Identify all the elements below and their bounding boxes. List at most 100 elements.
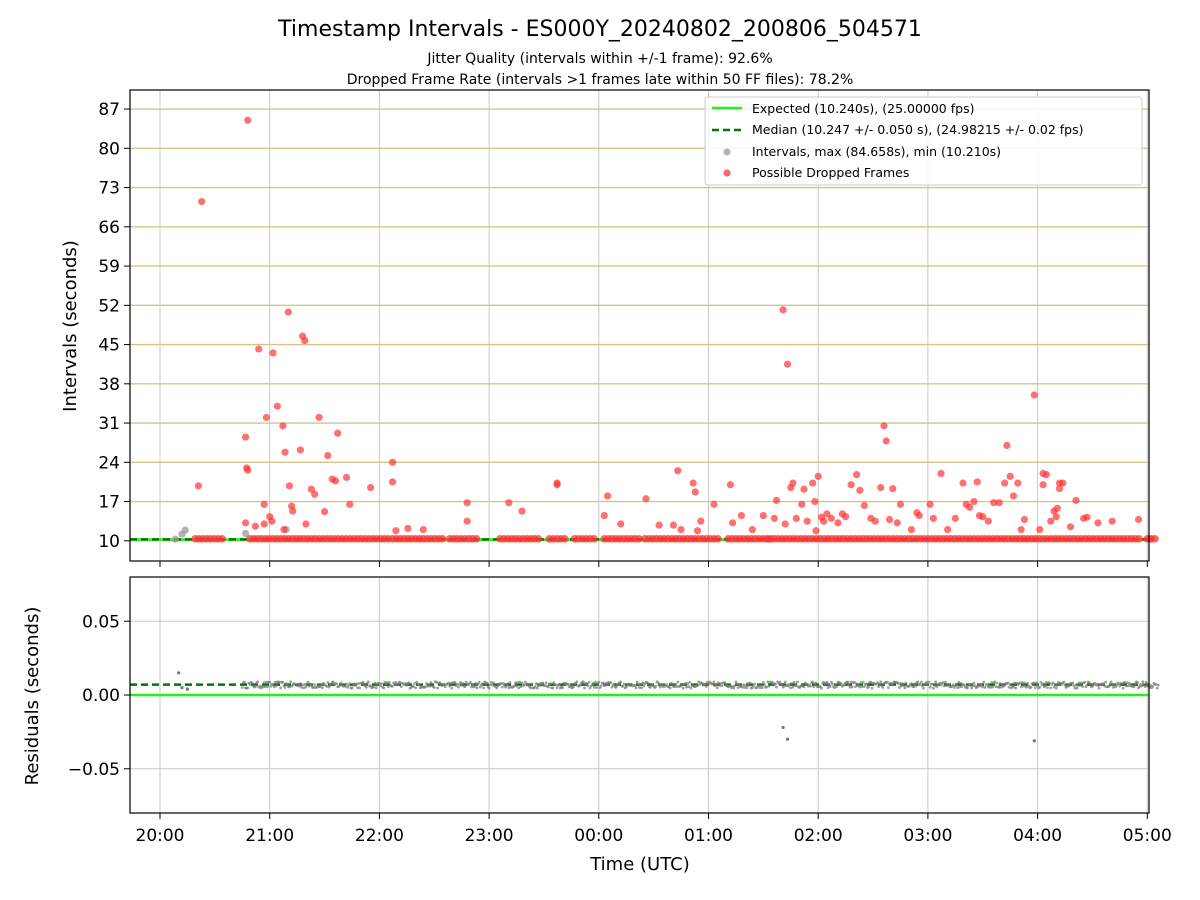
dropped-frame-point bbox=[463, 517, 471, 525]
residual-point bbox=[572, 685, 575, 689]
dropped-frame-point bbox=[260, 500, 268, 508]
residual-point bbox=[820, 686, 823, 690]
residual-point bbox=[746, 681, 750, 685]
residual-point bbox=[378, 682, 381, 685]
x-tick-label: 01:00 bbox=[684, 826, 733, 846]
residual-point bbox=[744, 684, 748, 687]
residual-point bbox=[794, 684, 798, 688]
residual-point bbox=[473, 685, 477, 688]
residual-point bbox=[947, 682, 951, 686]
residual-point bbox=[927, 680, 931, 684]
dropped-frame-point bbox=[273, 402, 281, 410]
legend-intervals-label: Intervals, max (84.658s), min (10.210s) bbox=[752, 144, 1001, 159]
residual-point bbox=[686, 682, 690, 686]
residual-point bbox=[877, 685, 880, 689]
residual-point bbox=[676, 680, 680, 684]
residual-point bbox=[854, 685, 857, 689]
residual-point bbox=[1118, 684, 1122, 688]
residual-point bbox=[765, 685, 769, 689]
residual-point bbox=[461, 682, 465, 685]
residual-point bbox=[951, 683, 955, 687]
residual-point bbox=[372, 685, 376, 688]
residual-point bbox=[985, 683, 989, 686]
dropped-frame-point bbox=[885, 515, 894, 524]
residual-point bbox=[760, 686, 764, 690]
dropped-frame-point bbox=[251, 522, 260, 530]
residual-point bbox=[688, 680, 692, 684]
dropped-frame-point bbox=[1135, 535, 1143, 543]
dropped-frame-point bbox=[1003, 441, 1011, 450]
dropped-frame-point bbox=[1006, 472, 1014, 480]
dropped-frame-point bbox=[404, 524, 412, 533]
residual-point bbox=[867, 685, 871, 688]
residual-point bbox=[812, 685, 816, 689]
residual-point bbox=[1141, 680, 1145, 684]
dropped-frame-point bbox=[812, 527, 820, 535]
x-tick-label: 04:00 bbox=[1013, 826, 1062, 846]
residual-point bbox=[544, 681, 548, 685]
residual-point bbox=[354, 682, 358, 686]
residual-point bbox=[417, 683, 421, 687]
dropped-frame-point bbox=[1014, 479, 1022, 487]
residual-point bbox=[424, 685, 427, 688]
residual-point bbox=[885, 680, 889, 684]
residual-point bbox=[745, 686, 749, 690]
residual-point bbox=[582, 680, 585, 684]
residual-point bbox=[519, 685, 523, 689]
residual-point bbox=[633, 684, 637, 687]
dropped-frame-point bbox=[937, 469, 945, 478]
residual-point bbox=[463, 685, 467, 688]
residual-point bbox=[512, 684, 516, 688]
x-tick-label: 23:00 bbox=[465, 826, 514, 846]
dropped-frame-point bbox=[677, 526, 685, 534]
dropped-frame-point bbox=[334, 429, 342, 437]
residual-point bbox=[887, 686, 890, 690]
dropped-frame-point bbox=[553, 481, 561, 489]
residual-point bbox=[432, 686, 436, 689]
residual-point bbox=[320, 686, 324, 690]
residual-point bbox=[515, 684, 518, 688]
residual-point bbox=[870, 686, 874, 690]
legend-dropped-label: Possible Dropped Frames bbox=[752, 165, 909, 180]
dropped-frame-point bbox=[984, 517, 992, 525]
dropped-frame-point bbox=[1134, 515, 1143, 524]
residual-point bbox=[957, 680, 961, 684]
residual-point bbox=[1097, 686, 1101, 690]
dropped-frame-point bbox=[603, 492, 612, 500]
dropped-frame-point bbox=[218, 535, 226, 543]
lower-y-tick-label: 0.00 bbox=[82, 686, 120, 706]
residual-point bbox=[869, 680, 873, 684]
dropped-frame-point bbox=[262, 413, 271, 422]
residual-point bbox=[1143, 685, 1147, 689]
residual-point bbox=[343, 684, 347, 688]
residual-point bbox=[703, 682, 707, 686]
residual-point bbox=[1110, 683, 1114, 686]
residual-point bbox=[859, 681, 863, 685]
chart-subtitle-dropped: Dropped Frame Rate (intervals >1 frames … bbox=[347, 72, 854, 88]
residual-point bbox=[1111, 685, 1115, 689]
residual-point bbox=[1125, 684, 1128, 688]
residual-point bbox=[689, 686, 693, 690]
residual-point bbox=[1156, 683, 1160, 687]
dropped-frame-point bbox=[944, 526, 952, 534]
residual-point bbox=[506, 682, 510, 686]
residual-point bbox=[274, 684, 278, 688]
residual-point bbox=[814, 681, 818, 685]
dropped-frame-point bbox=[915, 511, 923, 520]
dropped-frame-point bbox=[951, 514, 959, 522]
dropped-frame-point bbox=[419, 526, 427, 534]
residual-point bbox=[775, 685, 778, 689]
residual-point bbox=[928, 685, 932, 689]
residual-point bbox=[668, 686, 672, 690]
upper-y-tick-label: 66 bbox=[98, 218, 120, 238]
legend-median-label: Median (10.247 +/- 0.050 s), (24.98215 +… bbox=[752, 122, 1083, 137]
upper-panel: 10 17 24 31 38 45 52 59 66 73 80 87 Intervals (seco… bbox=[60, 89, 1159, 562]
dropped-frame-point bbox=[280, 526, 288, 534]
dropped-frame-point bbox=[783, 360, 792, 368]
residual-point bbox=[309, 683, 313, 687]
residual-point bbox=[250, 681, 254, 685]
dropped-frame-point bbox=[463, 499, 471, 507]
residual-point bbox=[375, 683, 379, 687]
residual-point bbox=[474, 682, 478, 685]
residual-point bbox=[942, 684, 946, 688]
